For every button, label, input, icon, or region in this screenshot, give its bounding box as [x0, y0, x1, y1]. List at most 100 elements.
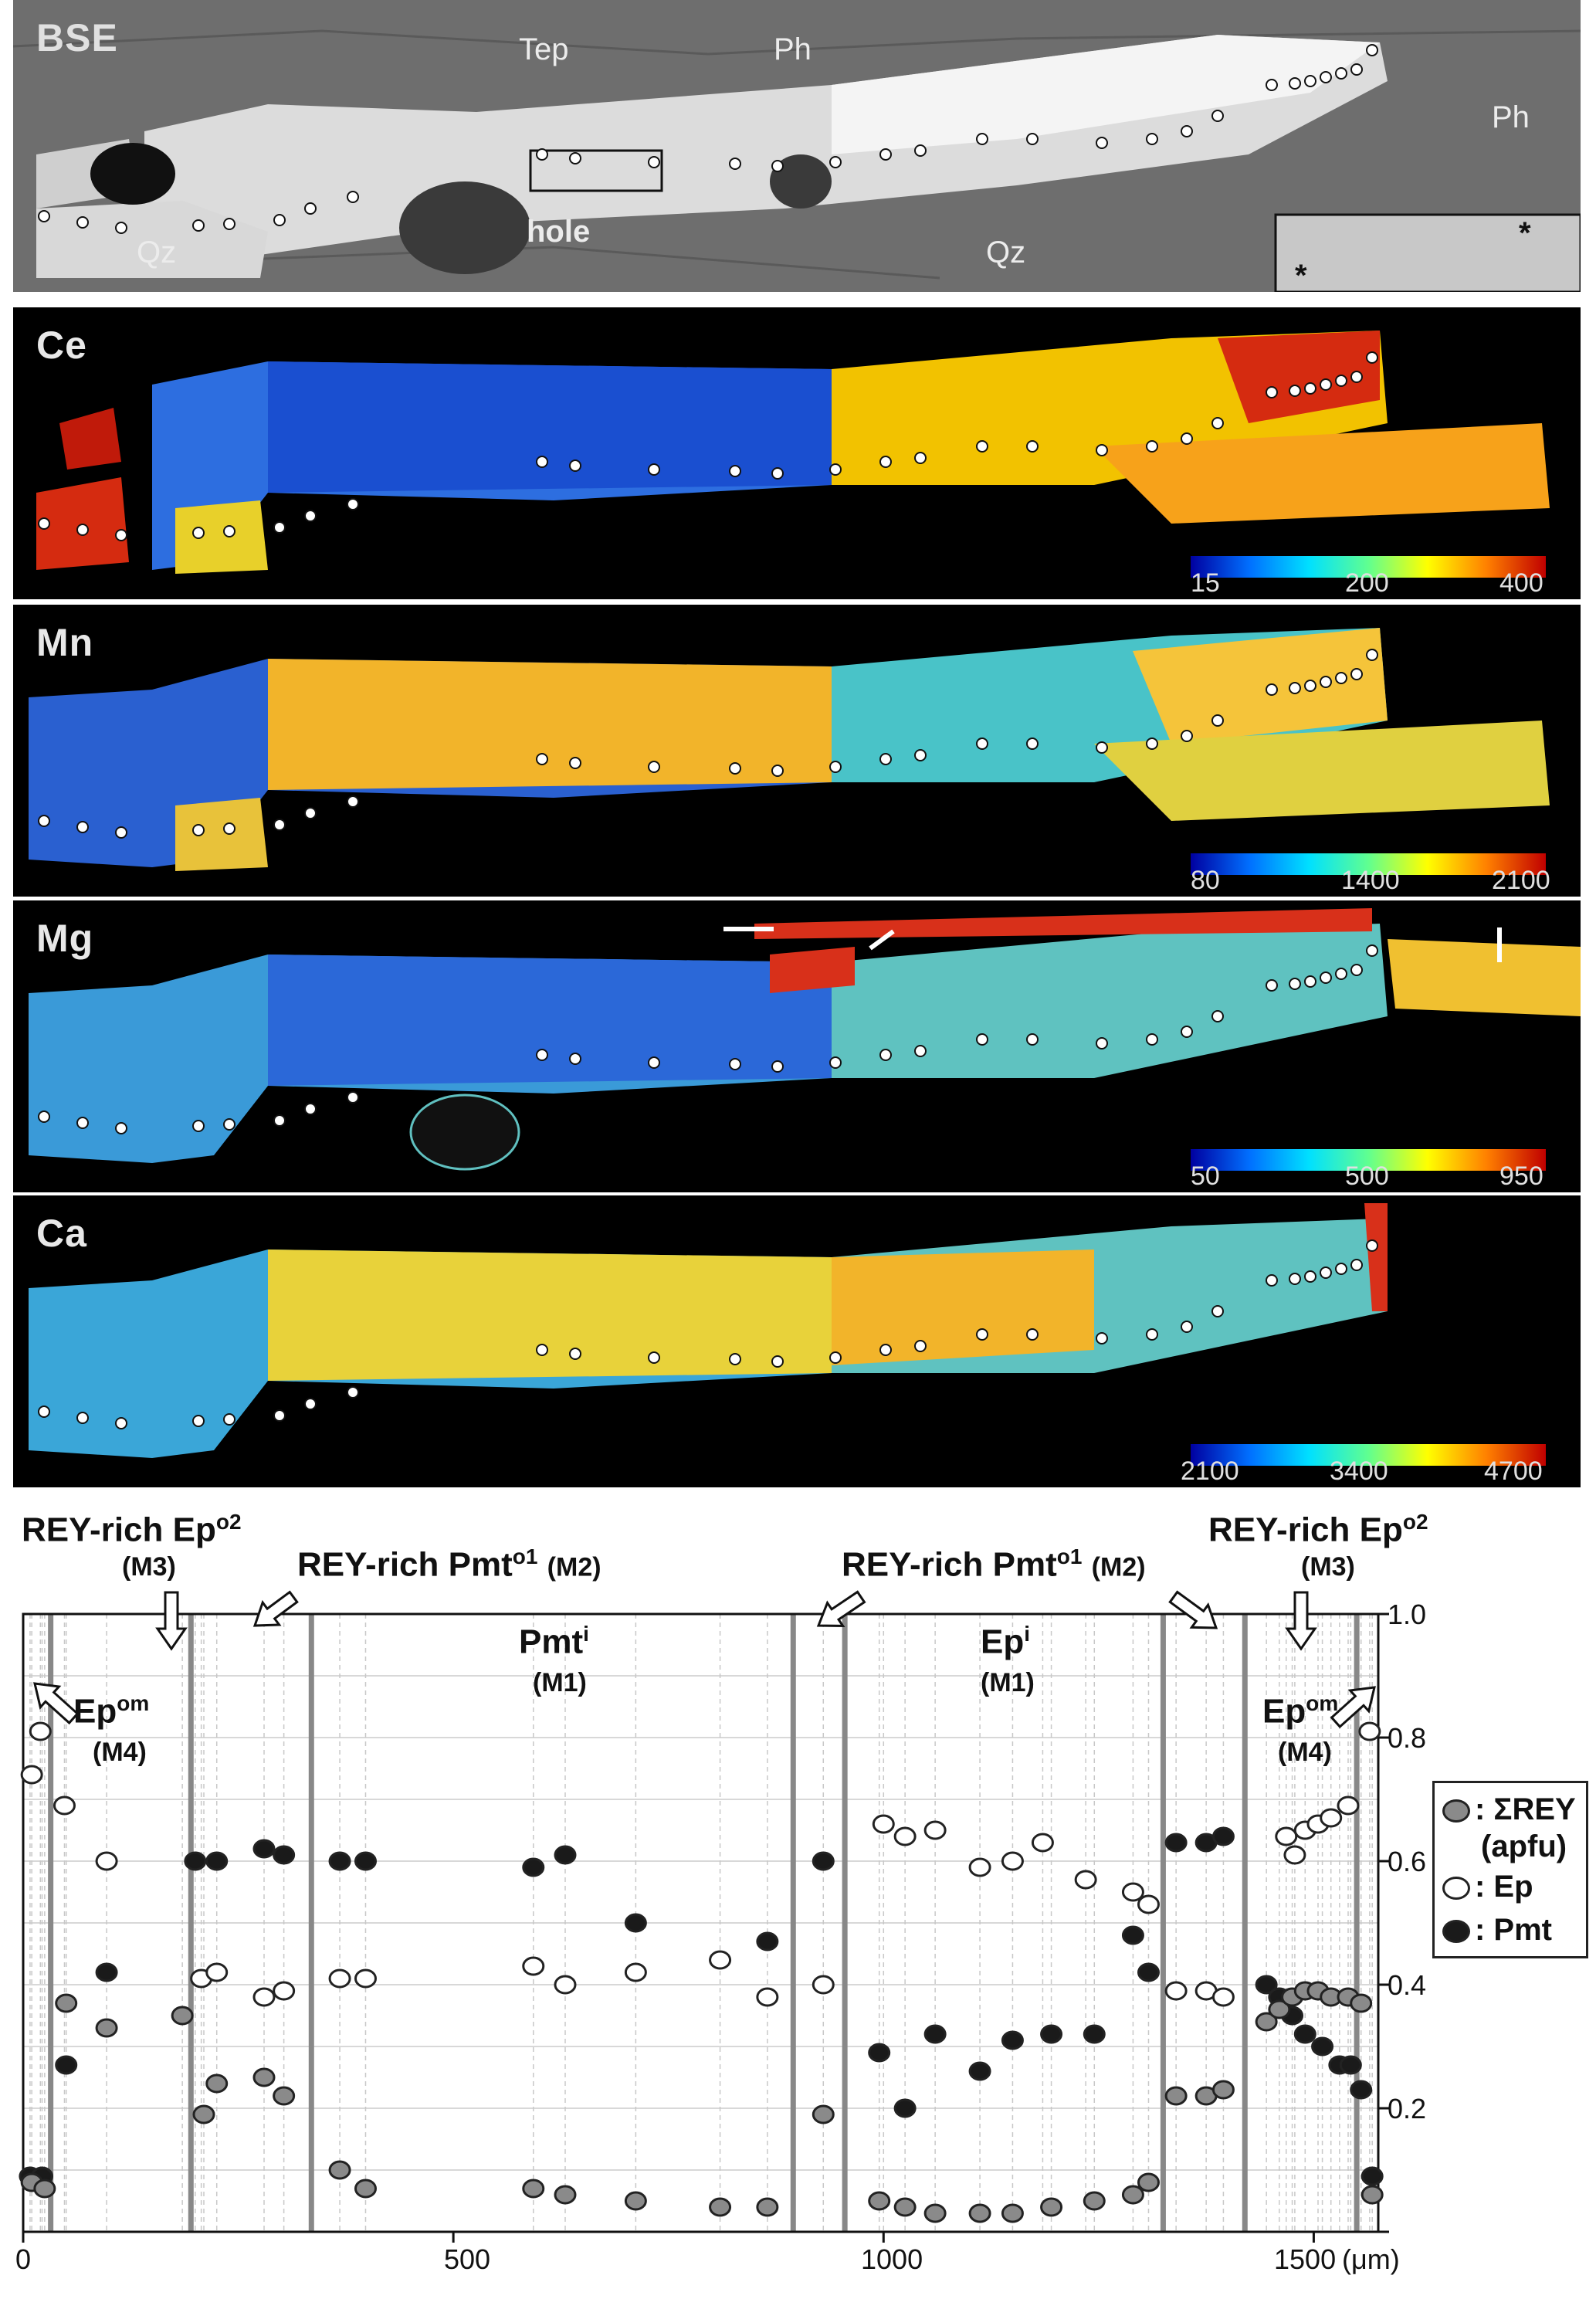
- ep-point: [709, 1950, 732, 1970]
- analysis-spot: [1335, 375, 1347, 387]
- legend-pmt-marker: [1442, 1920, 1470, 1944]
- label-ph-right: Ph: [1492, 100, 1530, 134]
- analysis-spot: [879, 1049, 892, 1061]
- y-tick-0.6: 0.6: [1388, 1846, 1427, 1877]
- ep-point: [522, 1956, 545, 1976]
- ce-title: Ce: [36, 324, 87, 367]
- analysis-spot: [1320, 1266, 1332, 1279]
- analysis-spot: [1266, 683, 1278, 696]
- analysis-spot: [1096, 137, 1108, 149]
- ep-point: [923, 1820, 947, 1840]
- analysis-spot: [1266, 1274, 1278, 1287]
- analysis-spot: [1350, 964, 1363, 976]
- rey-point: [1350, 1993, 1373, 2013]
- label-qz-right: Qz: [986, 236, 1026, 270]
- legend-rey: : ΣREY: [1442, 1792, 1576, 1827]
- analysis-spot: [729, 158, 741, 170]
- analysis-spot: [273, 521, 286, 534]
- analysis-spot: [273, 214, 286, 226]
- analysis-spot: [1096, 1332, 1108, 1344]
- analysis-spot: [536, 1049, 548, 1061]
- ann-rey-ep-right-sub: (M3): [1301, 1552, 1355, 1582]
- rey-point: [1137, 2172, 1160, 2192]
- analysis-spot: [879, 148, 892, 161]
- rey-point: [1121, 2185, 1144, 2205]
- y-tick-0.8: 0.8: [1388, 1722, 1427, 1754]
- ann-rey-ep-left: REY-rich Epo2: [22, 1510, 242, 1550]
- pmt-point: [624, 1913, 647, 1933]
- analysis-spot: [223, 822, 236, 835]
- ann-pmt-i: Pmti: [519, 1622, 589, 1662]
- analysis-spot: [1289, 385, 1301, 397]
- ca-title: Ca: [36, 1212, 87, 1255]
- analysis-spot: [1211, 1010, 1224, 1022]
- analysis-spot: [115, 826, 127, 839]
- analysis-spot: [729, 1058, 741, 1070]
- analysis-spot: [1146, 133, 1158, 145]
- legend-ep: : Ep: [1442, 1870, 1533, 1904]
- ann-pmt-i-sub: (M1): [533, 1668, 587, 1697]
- ep-point: [968, 1857, 991, 1877]
- ca-scale-min: 2100: [1181, 1456, 1239, 1486]
- analysis-spot: [38, 1406, 50, 1418]
- ann-ep-om-left-sup: om: [117, 1691, 150, 1715]
- analysis-spot: [976, 738, 988, 750]
- arrow-rey-pmt-left: [252, 1590, 299, 1627]
- analysis-spot: [1181, 1321, 1193, 1333]
- legend-rey-marker: [1442, 1799, 1470, 1823]
- ann-rey-ep-left-sub: (M3): [122, 1552, 176, 1582]
- analysis-spot: [976, 440, 988, 453]
- analysis-spot: [536, 1344, 548, 1356]
- mn-panel: Mn 80 1400 2100: [13, 605, 1581, 897]
- y-tick-1.0: 1.0: [1388, 1599, 1427, 1630]
- arrow-ep-om-left: [33, 1682, 80, 1725]
- rey-point: [33, 2179, 56, 2199]
- ann-ep-i-main: Ep: [981, 1623, 1025, 1661]
- analysis-spot: [771, 1355, 784, 1368]
- ep-point: [812, 1975, 835, 1995]
- analysis-spot: [76, 1412, 89, 1424]
- rey-point: [1001, 2203, 1024, 2223]
- ann-ep-i-sup: i: [1024, 1622, 1031, 1646]
- analysis-spot: [729, 465, 741, 477]
- ep-point: [1320, 1808, 1343, 1828]
- ep-point: [893, 1826, 917, 1846]
- ann-ep-om-left-sub: (M4): [93, 1738, 147, 1767]
- ann-ep-om-left: Epom: [73, 1691, 149, 1731]
- pmt-point: [95, 1962, 118, 1982]
- ep-point: [252, 1987, 276, 2007]
- legend-ep-marker: [1442, 1877, 1470, 1901]
- analysis-spot: [1335, 968, 1347, 980]
- analysis-spot: [648, 156, 660, 168]
- rey-point: [1268, 1999, 1291, 2019]
- analysis-spot: [192, 1415, 205, 1427]
- analysis-spot: [38, 1111, 50, 1123]
- ann-rey-ep-left-sup: o2: [215, 1510, 242, 1534]
- pmt-point: [812, 1851, 835, 1871]
- ep-point: [328, 1968, 351, 1989]
- analysis-spot: [1350, 668, 1363, 680]
- analysis-spot: [192, 824, 205, 836]
- analysis-spot: [1026, 1033, 1039, 1046]
- inset-mark-2: *: [1519, 216, 1531, 250]
- analysis-spot: [914, 1340, 927, 1352]
- legend-pmt: : Pmt: [1442, 1913, 1552, 1948]
- ep-point: [273, 1981, 296, 2001]
- x-tick-1500: 1500: [1274, 2243, 1337, 2275]
- pmt-point: [184, 1851, 207, 1871]
- arrow-rey-pmt-right-a: [816, 1590, 866, 1627]
- analysis-spot: [304, 1398, 317, 1410]
- analysis-spot: [1096, 741, 1108, 754]
- ep-point: [29, 1721, 52, 1741]
- pmt-point: [893, 2098, 917, 2118]
- ep-point: [1001, 1851, 1024, 1871]
- legend-rey-label: : ΣREY: [1475, 1792, 1576, 1826]
- ep-point: [1211, 1987, 1235, 2007]
- analysis-spot: [1304, 75, 1316, 87]
- analysis-spot: [192, 527, 205, 539]
- ce-panel: Ce 15 200 400: [13, 307, 1581, 599]
- rey-point: [1255, 2012, 1278, 2032]
- analysis-spot: [1289, 77, 1301, 90]
- ann-ep-om-right-sub: (M4): [1278, 1738, 1332, 1767]
- analysis-spot: [569, 1348, 581, 1360]
